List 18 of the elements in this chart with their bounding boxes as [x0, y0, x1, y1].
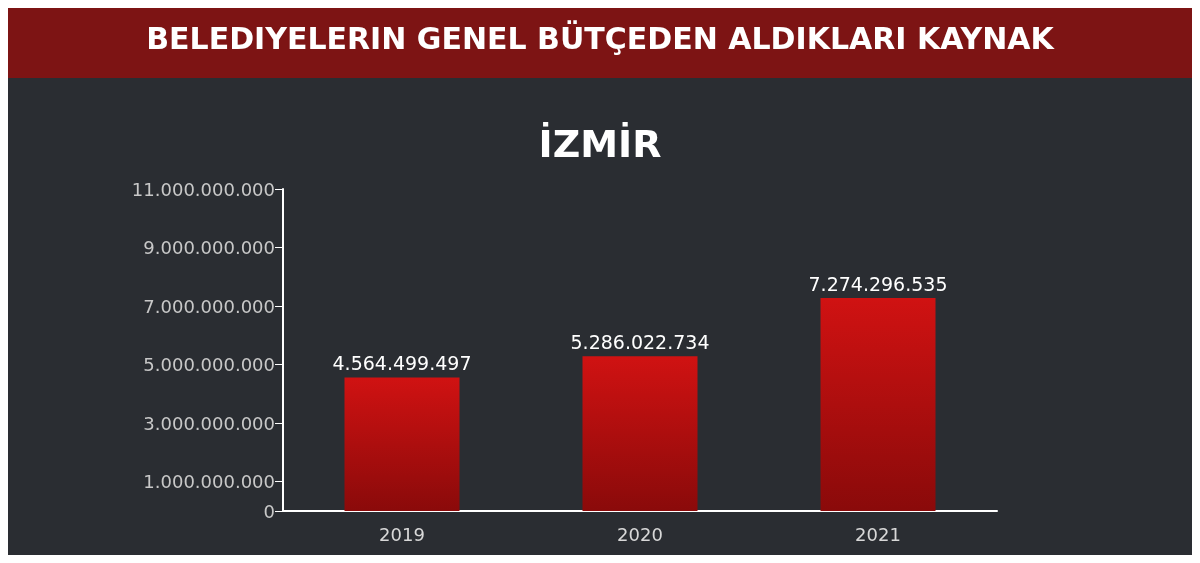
bar [582, 356, 698, 511]
bar [344, 377, 460, 511]
y-tick-label: 5.000.000.000 [143, 354, 275, 376]
chart-title: BELEDIYELERIN GENEL BÜTÇEDEN ALDIKLARI KAYNAK [146, 19, 1056, 56]
data-label: 7.274.296.535 [808, 272, 948, 295]
x-tick-label: 2019 [379, 523, 425, 545]
y-tick-label: 1.000.000.000 [143, 471, 275, 493]
y-tick-label: 7.000.000.000 [143, 295, 275, 317]
x-tick-label: 2020 [617, 523, 663, 545]
x-tick-label: 2021 [855, 523, 901, 545]
y-tick-label: 0 [263, 500, 275, 522]
bar [820, 298, 936, 511]
data-label: 4.564.499.497 [332, 351, 472, 374]
y-tick-label: 11.000.000.000 [131, 178, 275, 200]
y-tick-label: 3.000.000.000 [143, 412, 275, 434]
chart-subtitle: İZMİR [538, 122, 662, 166]
data-label: 5.286.022.734 [570, 330, 710, 353]
y-tick-label: 9.000.000.000 [143, 237, 275, 259]
